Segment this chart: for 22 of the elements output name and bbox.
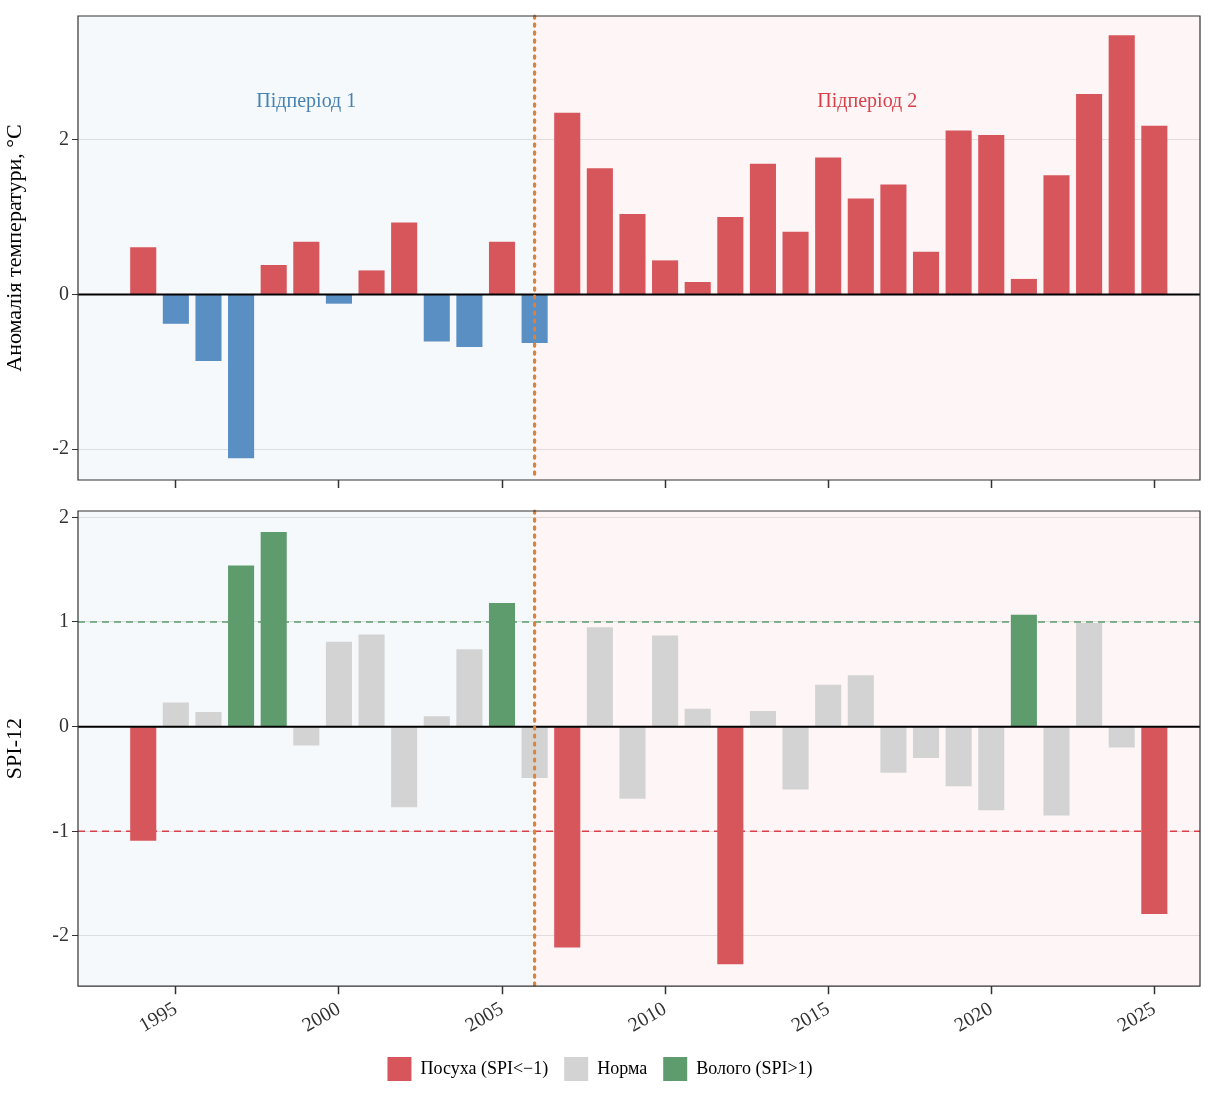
x-tick-label: 2025: [1113, 996, 1159, 1036]
y-tick-label: -2: [52, 923, 69, 946]
x-tick-label: 1995: [134, 996, 181, 1036]
y-tick-label: 0: [59, 713, 69, 736]
y-tick-label: 2: [59, 504, 69, 527]
y-axis-title: SPI-12: [0, 718, 26, 780]
band-label: Підперіод 2: [817, 89, 918, 113]
x-tick-label: 2005: [461, 996, 507, 1036]
y-tick-label: 0: [59, 281, 69, 304]
band-label: Підперіод 1: [256, 89, 357, 113]
x-tick-label: 2015: [787, 996, 833, 1036]
y-tick-label: -2: [52, 436, 69, 459]
y-tick-label: 1: [59, 609, 69, 632]
y-axis-title: Аномалія температури, °C: [0, 124, 26, 372]
x-tick-label: 2020: [950, 996, 996, 1036]
legend-label: Норма: [597, 1057, 648, 1078]
y-tick-label: 2: [59, 126, 69, 149]
legend-label: Посуха (SPI<−1): [420, 1057, 549, 1079]
x-tick-label: 2000: [297, 996, 344, 1036]
legend-label: Волого (SPI>1): [696, 1057, 813, 1079]
y-tick-label: -1: [52, 818, 69, 841]
x-tick-label: 2010: [624, 996, 670, 1036]
